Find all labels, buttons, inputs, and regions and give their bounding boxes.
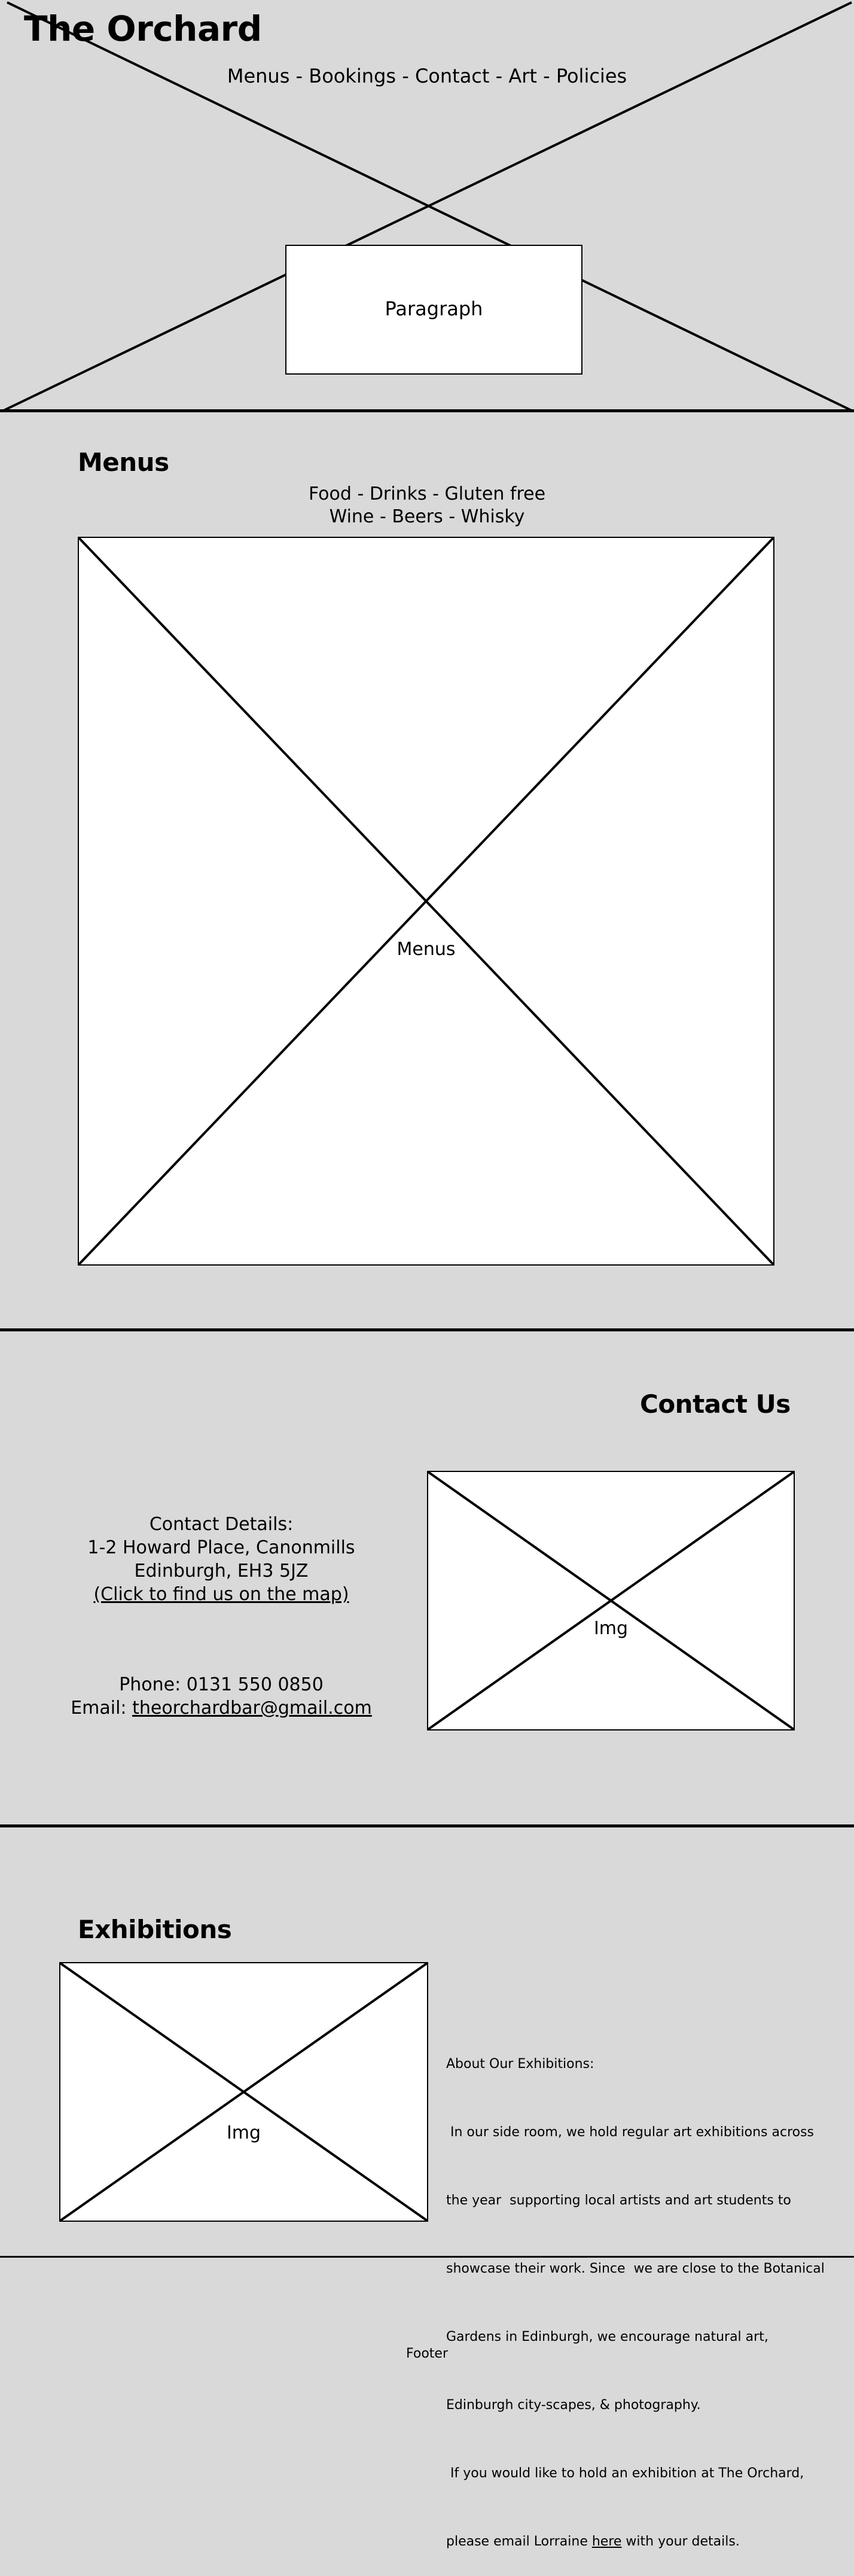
section-divider xyxy=(0,2256,854,2258)
wireframe-lines xyxy=(3,1,852,412)
menu-separator: - xyxy=(379,506,386,527)
nav-item-bookings[interactable]: Bookings xyxy=(309,65,396,87)
site-title[interactable]: The Orchard xyxy=(24,8,262,49)
menus-image-placeholder: Menus xyxy=(78,537,774,1266)
exhibitions-image-label: Img xyxy=(226,2122,261,2143)
section-divider xyxy=(0,1824,854,1827)
address-line-1: 1-2 Howard Place, Canonmills xyxy=(87,1537,355,1558)
exhibitions-about-text: About Our Exhibitions: In our side room,… xyxy=(446,2008,841,2576)
hero-paragraph-box: Paragraph xyxy=(285,245,582,375)
menu-link-food[interactable]: Food xyxy=(308,483,352,504)
menu-link-beers[interactable]: Beers xyxy=(392,506,443,527)
exhibitions-heading: Exhibitions xyxy=(78,1915,232,1944)
nav-separator: - xyxy=(402,65,409,87)
contact-heading: Contact Us xyxy=(640,1389,791,1419)
menu-separator: - xyxy=(449,506,456,527)
contact-phone-email: Phone: 0131 550 0850 Email: theorchardba… xyxy=(54,1673,389,1720)
about-line: showcase their work. Since we are close … xyxy=(446,2261,825,2276)
contact-details: Contact Details: 1-2 Howard Place, Canon… xyxy=(54,1513,389,1606)
menu-link-wine[interactable]: Wine xyxy=(329,506,374,527)
nav-item-policies[interactable]: Policies xyxy=(556,65,627,87)
about-title: About Our Exhibitions: xyxy=(446,2057,594,2072)
menus-image-label: Menus xyxy=(396,939,456,960)
menu-categories-row-1: Food - Drinks - Gluten free xyxy=(0,483,854,504)
menu-link-whisky[interactable]: Whisky xyxy=(460,506,525,527)
placeholder-cross-icon xyxy=(78,537,774,1266)
main-nav: Menus - Bookings - Contact - Art - Polic… xyxy=(0,65,854,87)
section-divider xyxy=(0,1328,854,1331)
menu-link-drinks[interactable]: Drinks xyxy=(369,483,427,504)
nav-separator: - xyxy=(495,65,503,87)
email-link[interactable]: theorchardbar@gmail.com xyxy=(132,1698,372,1719)
address-line-2: Edinburgh, EH3 5JZ xyxy=(134,1561,309,1582)
nav-separator: - xyxy=(543,65,550,87)
contact-image-label: Img xyxy=(593,1618,629,1639)
footer-label: Footer xyxy=(406,2346,448,2361)
section-divider xyxy=(0,409,854,412)
about-email-prefix: please email Lorraine xyxy=(446,2534,592,2549)
about-line: the year supporting local artists and ar… xyxy=(446,2193,791,2208)
about-line: If you would like to hold an exhibition … xyxy=(446,2466,804,2481)
about-line: In our side room, we hold regular art ex… xyxy=(446,2125,815,2140)
phone-number: Phone: 0131 550 0850 xyxy=(119,1674,324,1695)
contact-image-placeholder: Img xyxy=(427,1471,795,1730)
menu-separator: - xyxy=(432,483,439,504)
nav-separator: - xyxy=(295,65,303,87)
about-email-suffix: with your details. xyxy=(621,2534,740,2549)
contact-details-title: Contact Details: xyxy=(149,1514,294,1535)
hero-paragraph-label: Paragraph xyxy=(385,297,483,320)
exhibition-email-link[interactable]: here xyxy=(591,2534,622,2549)
menu-categories-row-2: Wine - Beers - Whisky xyxy=(0,506,854,527)
nav-item-art[interactable]: Art xyxy=(508,65,537,87)
exhibitions-image-placeholder: Img xyxy=(59,1962,428,2222)
nav-item-menus[interactable]: Menus xyxy=(227,65,290,87)
menus-heading: Menus xyxy=(78,448,169,477)
map-link[interactable]: (Click to find us on the map) xyxy=(93,1584,349,1605)
menu-link-gluten-free[interactable]: Gluten free xyxy=(444,483,546,504)
placeholder-cross-icon xyxy=(427,1471,795,1730)
about-email-line: please email Lorraine here with your det… xyxy=(446,2531,841,2553)
about-line: Edinburgh city-scapes, & photography. xyxy=(446,2398,701,2413)
nav-item-contact[interactable]: Contact xyxy=(414,65,490,87)
placeholder-cross-icon xyxy=(59,1962,428,2222)
email-label: Email: xyxy=(71,1698,127,1719)
about-line: Gardens in Edinburgh, we encourage natur… xyxy=(446,2329,768,2344)
menu-separator: - xyxy=(357,483,364,504)
